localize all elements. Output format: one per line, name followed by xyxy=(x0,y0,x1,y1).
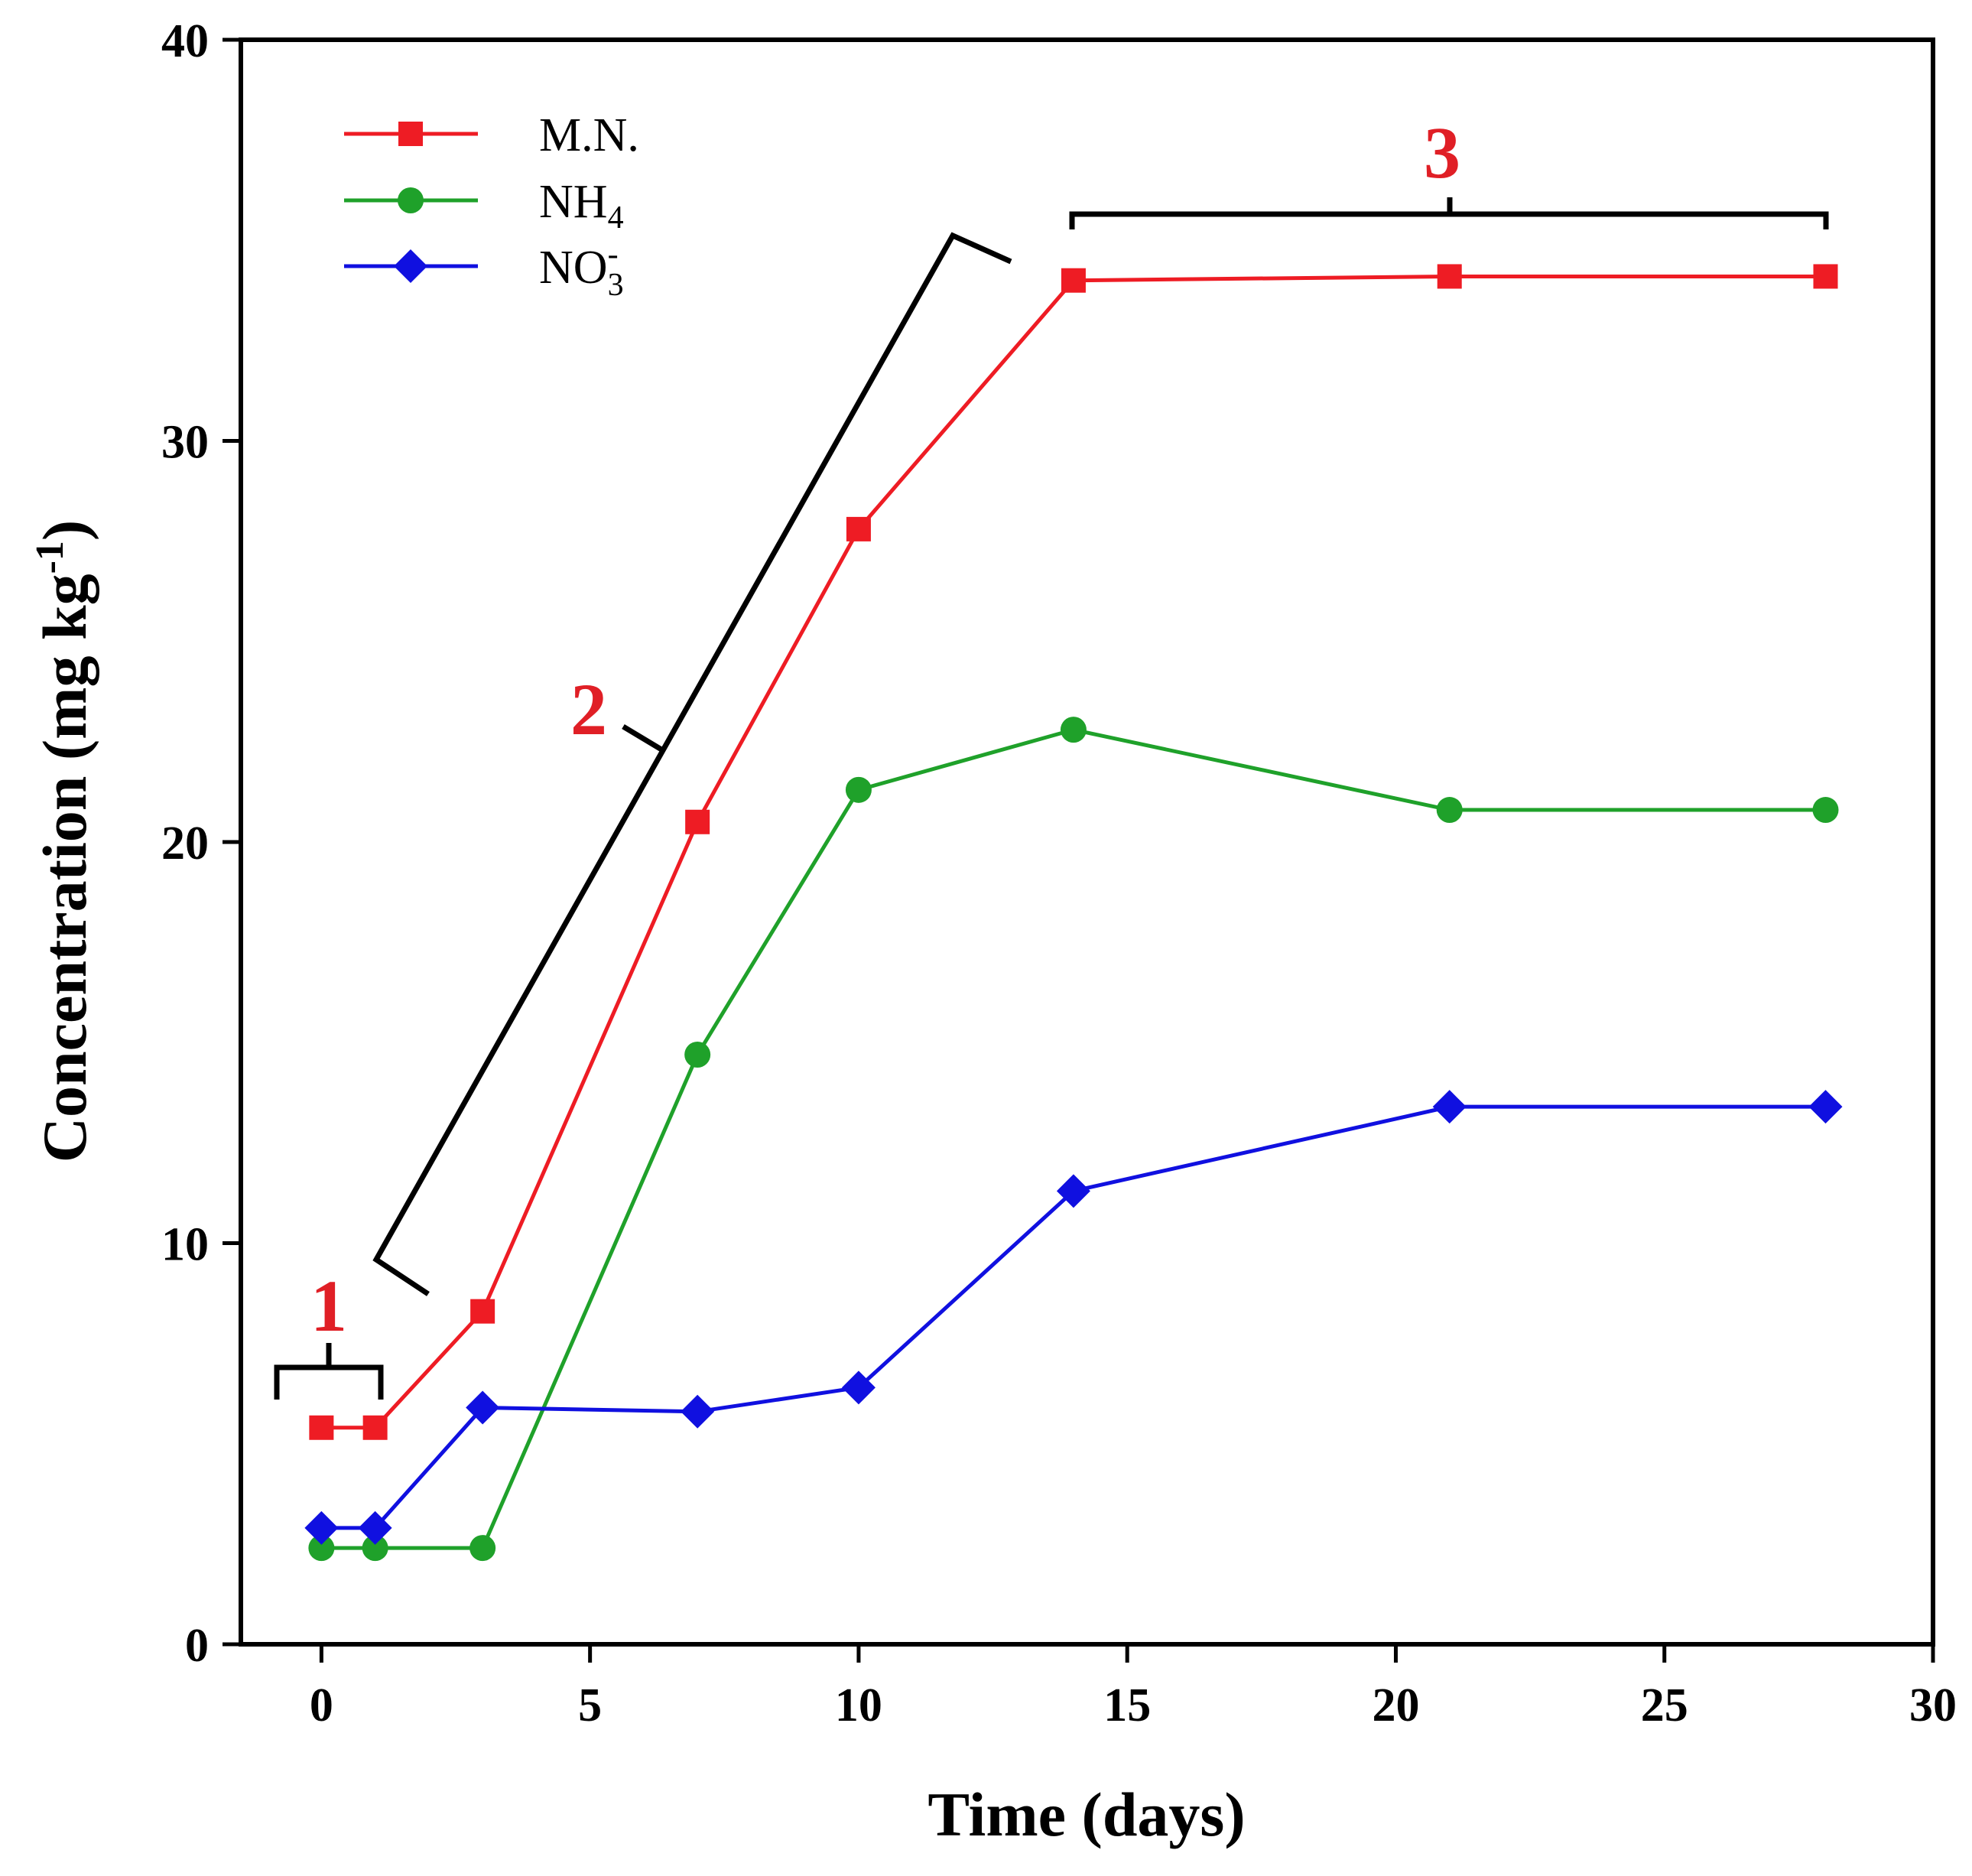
data-point xyxy=(394,249,427,283)
x-tick-label: 0 xyxy=(310,1679,333,1731)
y-axis-title-close: ) xyxy=(30,520,99,541)
data-point xyxy=(469,1535,496,1562)
data-point xyxy=(846,516,871,541)
data-point xyxy=(304,1510,339,1545)
y-axis-title-main: Concentration (mg kg xyxy=(30,574,99,1162)
phase-labels: 1 2 3 xyxy=(310,112,1460,1347)
data-point xyxy=(362,1415,388,1440)
series-line xyxy=(321,727,1826,1550)
data-point xyxy=(470,1299,495,1324)
phase-label-1: 1 xyxy=(310,1265,347,1347)
legend-label-main: NH xyxy=(539,176,608,228)
x-tick-label: 5 xyxy=(578,1679,602,1731)
data-point xyxy=(398,187,424,213)
data-point xyxy=(841,1370,876,1405)
data-point xyxy=(309,1415,334,1440)
x-tick-label: 25 xyxy=(1641,1679,1688,1731)
y-tick-label: 20 xyxy=(161,818,209,870)
x-tick-label: 10 xyxy=(835,1679,882,1731)
data-point xyxy=(358,1510,392,1545)
data-point xyxy=(1060,717,1087,743)
y-tick-label: 40 xyxy=(161,15,209,67)
y-tick-label: 10 xyxy=(161,1219,209,1271)
data-point xyxy=(362,1535,388,1562)
y-axis-title: Concentration (mg kg-1) xyxy=(28,520,99,1162)
data-point xyxy=(1056,1174,1090,1208)
legend-label: M.N. xyxy=(539,109,639,161)
x-tick-label: 15 xyxy=(1103,1679,1151,1731)
data-point xyxy=(1437,264,1462,289)
phase-2-bracket xyxy=(372,232,1012,1296)
legend-label-main: NO xyxy=(539,242,608,294)
data-point xyxy=(308,1535,335,1562)
data-point xyxy=(684,1041,711,1068)
axes: 0 5 10 15 20 25 30 0 10 20 30 40 xyxy=(161,15,1957,1731)
phase-label-3: 3 xyxy=(1424,112,1460,193)
phase-brackets xyxy=(274,197,1829,1400)
data-point xyxy=(1436,797,1463,824)
data-point xyxy=(1432,1090,1467,1124)
data-point xyxy=(398,122,423,146)
x-tick-label: 30 xyxy=(1909,1679,1957,1731)
data-point xyxy=(681,1394,715,1429)
series-1 xyxy=(308,717,1839,1562)
y-tick-label: 0 xyxy=(185,1620,209,1672)
legend-label: NH4 xyxy=(539,176,624,236)
x-tick-label: 20 xyxy=(1372,1679,1419,1731)
phase-1-bracket xyxy=(274,1343,384,1400)
data-point xyxy=(845,776,872,803)
series-0 xyxy=(309,264,1838,1440)
y-axis-title-superscript: -1 xyxy=(28,541,72,574)
data-point xyxy=(1813,264,1838,289)
series-line xyxy=(321,274,1826,1430)
data-point xyxy=(1812,797,1839,824)
x-axis-title: Time (days) xyxy=(928,1780,1245,1849)
legend-label: NO-3 xyxy=(539,237,624,303)
legend-label-superscript: - xyxy=(608,237,619,272)
data-point xyxy=(1061,268,1086,293)
series-layer xyxy=(304,264,1843,1562)
series-2 xyxy=(304,1090,1843,1545)
data-point xyxy=(466,1390,500,1425)
y-tick-label: 30 xyxy=(161,417,209,469)
data-point xyxy=(685,809,710,834)
phase-label-2: 2 xyxy=(570,668,607,750)
legend-label-subscript: 3 xyxy=(608,268,624,303)
data-point xyxy=(1808,1090,1843,1124)
series-line xyxy=(321,1104,1826,1530)
phase-3-bracket xyxy=(1069,197,1829,229)
legend-label-subscript: 4 xyxy=(608,200,624,236)
legend-label-main: M.N. xyxy=(539,109,639,161)
